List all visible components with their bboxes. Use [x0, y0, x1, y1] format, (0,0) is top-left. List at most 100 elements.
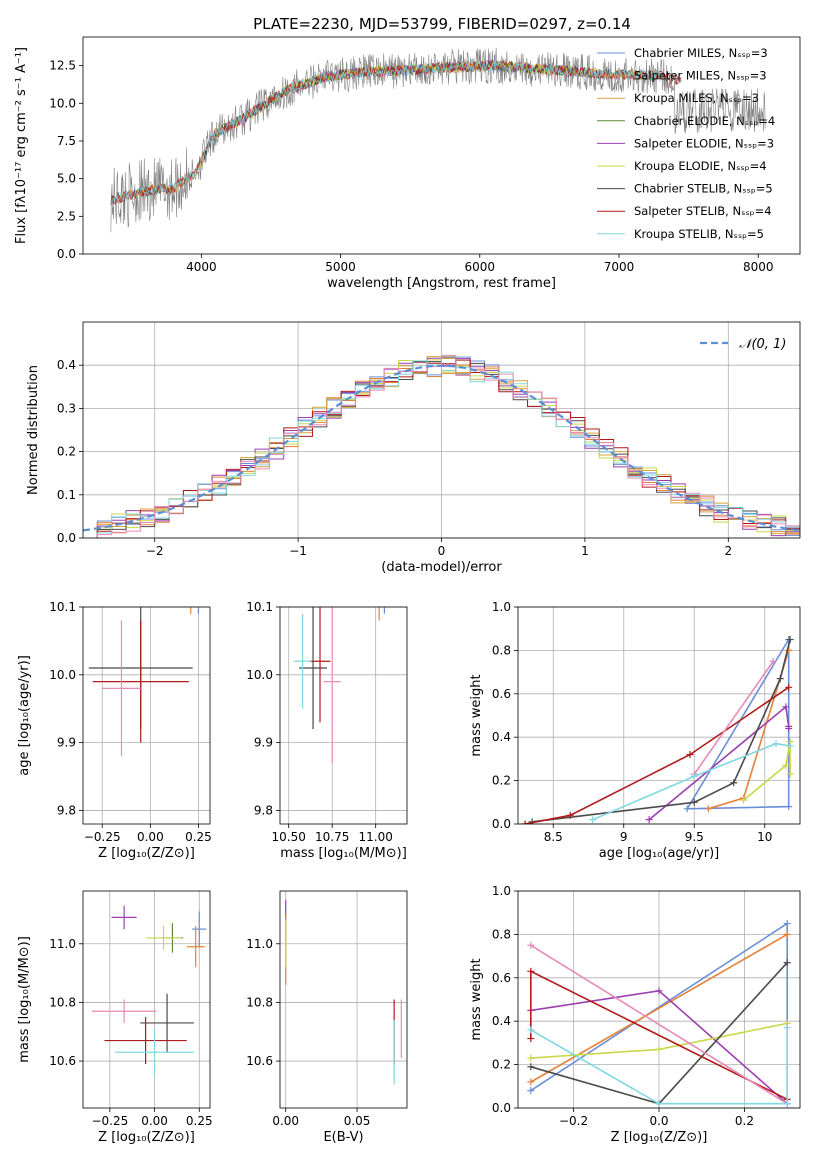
x-axis-label: wavelength [Angstrom, rest frame] — [327, 276, 556, 291]
y-axis-label: Normed distribution — [26, 365, 41, 495]
y-axis-label: mass [log₁₀(M/M⊙)] — [17, 936, 32, 1063]
mass-weight-marker — [527, 1078, 535, 1086]
mass-weight-line-salpeter_stelib — [524, 686, 790, 824]
mass-weight-marker — [704, 805, 712, 813]
x-tick-label: 0.00 — [137, 830, 164, 844]
panel-mass_vs_Z: −0.25 0.00 0.25 10.6 10.8 11.0 Z [log₁₀(Z/Z⊙)]… — [17, 890, 213, 1145]
x-axis-label: Z [log₁₀(Z/Z⊙)] — [98, 1130, 195, 1145]
mass-weight-marker — [783, 1024, 791, 1032]
x-tick-label: 8000 — [743, 260, 774, 274]
mass-weight-marker — [527, 941, 535, 949]
x-tick-label: 8.5 — [544, 830, 563, 844]
mass-weight-marker — [683, 805, 691, 813]
chart-title: PLATE=2230, MJD=53799, FIBERID=0297, z=0… — [253, 15, 631, 33]
axes-frame — [82, 36, 801, 255]
mass-weight-marker — [786, 770, 794, 778]
legend-label-chabrier_miles: Chabrier MILES, Nₛₛₚ=3 — [634, 46, 768, 60]
x-tick-label: 1 — [581, 544, 589, 558]
x-tick-label: 5000 — [325, 260, 356, 274]
legend-label-kroupa_stelib: Kroupa STELIB, Nₛₛₚ=5 — [634, 227, 764, 241]
y-tick-label: 10.0 — [49, 668, 76, 682]
y-tick-label: 0.0 — [57, 531, 76, 545]
panel-spectrum: 4000 5000 6000 7000 8000 0.0 2.5 5.0 7.5 10.0 12.5… — [14, 36, 801, 291]
x-axis-label: mass [log₁₀(M/M⊙)] — [280, 846, 407, 861]
y-tick-label: 0.2 — [492, 774, 511, 788]
legend-label-chabrier_elodie: Chabrier ELODIE, Nₛₛₚ=4 — [634, 114, 775, 128]
y-tick-label: 0.1 — [57, 488, 76, 502]
y-tick-label: 10.6 — [246, 1054, 273, 1068]
x-axis-label: Z [log₁₀(Z/Z⊙)] — [98, 846, 195, 861]
errorbar-point — [192, 911, 207, 947]
errorbar-point — [140, 993, 194, 1053]
y-tick-label: 10.8 — [49, 995, 76, 1009]
errorbar-point — [111, 905, 137, 930]
y-tick-label: 0.4 — [492, 730, 511, 744]
mass-weight-marker — [527, 1026, 535, 1034]
mass-weight-line-kroupa_elodie — [743, 741, 791, 801]
x-tick-label: −1 — [289, 544, 307, 558]
x-axis-label: E(B-V) — [323, 1130, 363, 1145]
y-tick-label: 9.8 — [57, 803, 76, 817]
mass-weight-marker — [730, 779, 738, 787]
y-tick-label: 12.5 — [49, 59, 76, 73]
y-axis-label: mass weight — [469, 674, 484, 756]
y-tick-label: 11.0 — [49, 937, 76, 951]
y-tick-label: 0.0 — [492, 817, 511, 831]
y-tick-label: 10.6 — [49, 1054, 76, 1068]
mass-weight-marker — [589, 816, 597, 824]
errorbar-point — [378, 607, 380, 621]
x-tick-label: 6000 — [465, 260, 496, 274]
axes-frame — [517, 606, 801, 825]
x-axis-label: Z [log₁₀(Z/Z⊙)] — [611, 1130, 708, 1145]
mass-weight-marker — [655, 1045, 663, 1053]
mass-weight-marker — [772, 740, 780, 748]
x-tick-label: 0 — [438, 544, 446, 558]
y-tick-label: 10.1 — [49, 600, 76, 614]
mass-weight-marker — [527, 1054, 535, 1062]
y-tick-label: 0.6 — [492, 687, 511, 701]
mass-weight-line-salpeter_miles — [530, 933, 788, 1083]
plot-area-mass_vs_ebv — [285, 899, 402, 1085]
errorbar-point — [293, 613, 312, 709]
y-tick-label: 0.2 — [57, 445, 76, 459]
panel-residuals: −2 −1 0 1 2 0.0 0.1 0.2 0.3 0.4 (data-model)/error… — [26, 321, 801, 575]
mass-weight-marker — [782, 761, 790, 769]
errorbar-point — [102, 620, 141, 757]
residual-histogram-pink — [83, 355, 800, 538]
plot-area-massweight_vs_age — [521, 636, 794, 824]
x-tick-label: 0.00 — [272, 1114, 299, 1128]
axes-frame — [82, 606, 211, 825]
mass-weight-marker — [527, 1063, 535, 1071]
y-tick-label: 1.0 — [492, 884, 511, 898]
errorbar-point — [115, 1028, 194, 1076]
y-tick-label: 10.0 — [49, 96, 76, 110]
panel-massweight_vs_age: 8.5 9 9.5 10 0.0 0.2 0.4 0.6 0.8 1.0 age [log₁₀(ag… — [469, 600, 801, 861]
mass-weight-marker — [786, 742, 794, 750]
mass-weight-line-kroupa_stelib — [530, 1027, 789, 1105]
model-spectrum-kroupa_stelib — [110, 60, 661, 206]
errorbar-point — [186, 926, 205, 968]
x-tick-label: −2 — [146, 544, 164, 558]
mass-weight-marker — [655, 1100, 663, 1108]
x-tick-label: 9.5 — [685, 830, 704, 844]
panel-age_vs_mass: 10.50 10.75 11.00 9.8 9.9 10.0 10.1 mass [log₁₀… — [246, 600, 408, 861]
x-tick-label: −0.2 — [559, 1114, 588, 1128]
x-tick-label: 0.25 — [186, 1114, 213, 1128]
mass-weight-marker — [783, 959, 791, 967]
plot-area-mass_vs_Z — [91, 905, 207, 1076]
mass-weight-marker — [785, 725, 793, 733]
mass-weight-marker — [782, 703, 790, 711]
mass-weight-marker — [686, 751, 694, 759]
x-tick-label: −0.25 — [84, 830, 121, 844]
axes-frame — [82, 890, 211, 1109]
mass-weight-marker — [785, 803, 793, 811]
mass-weight-line-kroupa_stelib — [592, 742, 791, 821]
panel-mass_vs_ebv: 0.00 0.05 10.6 10.8 11.0 E(B-V) — [246, 890, 408, 1145]
legend-label-salpeter_stelib: Salpeter STELIB, Nₛₛₚ=4 — [634, 204, 772, 218]
mass-weight-marker — [783, 920, 791, 928]
errorbar-point — [323, 607, 341, 763]
x-tick-label: 0.00 — [141, 1114, 168, 1128]
mass-weight-marker — [566, 811, 574, 819]
y-axis-label: mass weight — [469, 958, 484, 1040]
